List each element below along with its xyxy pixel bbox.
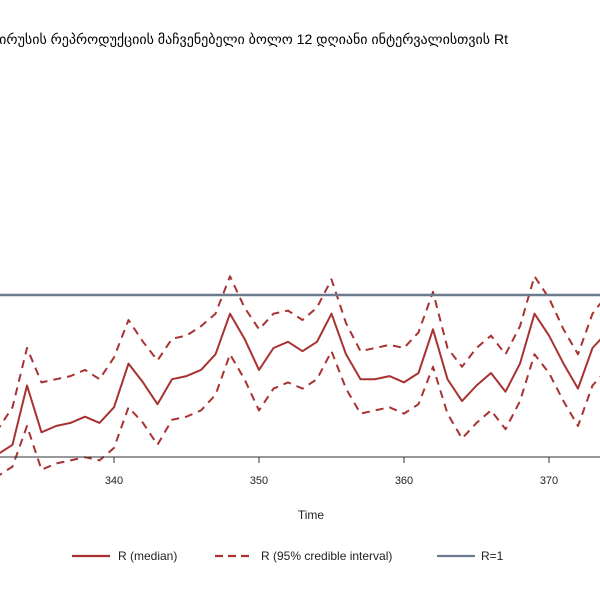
legend: R (median) R (95% credible interval) R=1: [72, 549, 504, 563]
x-axis-title: Time: [298, 508, 325, 522]
chart-title: ვირუსის რეპროდუქციის მაჩვენებელი ბოლო 12…: [0, 31, 508, 47]
ci-lower-line: [0, 350, 600, 476]
x-tick-label: 340: [105, 475, 123, 487]
x-ticks: 340 350 360 370: [105, 457, 558, 487]
x-tick-label: 370: [540, 475, 558, 487]
x-tick-label: 360: [395, 475, 413, 487]
legend-r-equals-one-label: R=1: [481, 549, 504, 563]
plot-area: [0, 275, 600, 476]
legend-r-median-label: R (median): [118, 549, 177, 563]
ci-upper-line: [0, 275, 600, 428]
x-tick-label: 350: [250, 475, 268, 487]
r-median-line: [0, 312, 600, 455]
legend-credible-interval-label: R (95% credible interval): [261, 549, 392, 563]
